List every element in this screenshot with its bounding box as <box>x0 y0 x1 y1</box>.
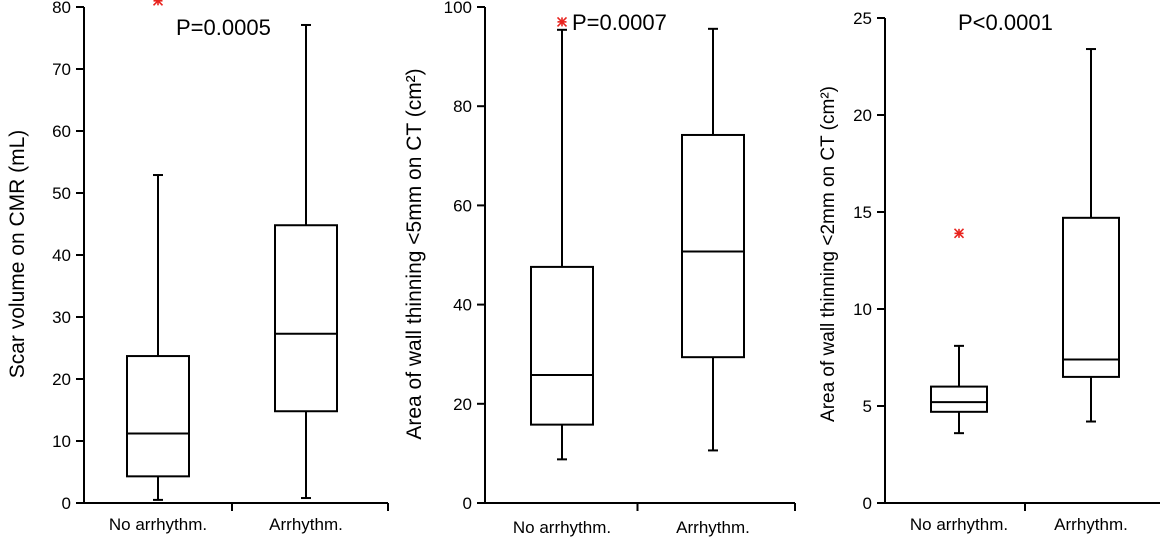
box-iqr <box>930 385 988 413</box>
box-iqr <box>530 265 594 426</box>
y-tick-label: 0 <box>863 494 872 513</box>
y-tick-label: 60 <box>52 122 71 141</box>
y-tick-label: 20 <box>52 370 71 389</box>
y-tick-label: 40 <box>52 246 71 265</box>
y-axis-label: Area of wall thinning <5mm on CT (cm²) <box>403 68 426 439</box>
x-category-label: No arrhythm. <box>513 518 611 537</box>
y-tick-label: 20 <box>453 395 472 414</box>
x-category-label: No arrhythm. <box>910 515 1008 534</box>
y-tick-label: 20 <box>853 106 872 125</box>
y-tick-label: 30 <box>52 308 71 327</box>
y-axis-label: Area of wall thinning <2mm on CT (cm²) <box>818 86 839 422</box>
y-axis-label: Scar volume on CMR (mL) <box>6 130 29 379</box>
x-category-label: Arrhythm. <box>676 518 750 537</box>
y-tick-label: 70 <box>52 60 71 79</box>
x-category-label: Arrhythm. <box>1054 515 1128 534</box>
box-iqr <box>1062 216 1120 378</box>
y-tick-label: 15 <box>853 203 872 222</box>
box-iqr <box>274 224 338 413</box>
box-iqr <box>681 133 745 359</box>
panel-scar-volume: Scar volume on CMR (mL) P=0.0005 0 10 20 30… <box>6 0 389 534</box>
panel-wall-thinning-5mm: Area of wall thinning <5mm on CT (cm²) P… <box>403 0 796 537</box>
y-tick-label: 0 <box>62 494 71 513</box>
box-iqr <box>126 355 190 478</box>
outlier-marker <box>556 16 568 27</box>
y-tick-label: 0 <box>463 494 472 513</box>
y-tick-label: 60 <box>453 196 472 215</box>
panel-wall-thinning-2mm: Area of wall thinning <2mm on CT (cm²) P… <box>818 9 1160 534</box>
outlier-marker <box>953 228 965 239</box>
y-tick-label: 80 <box>453 97 472 116</box>
y-tick-label: 40 <box>453 296 472 315</box>
x-category-label: Arrhythm. <box>269 515 343 534</box>
y-tick-label: 10 <box>52 432 71 451</box>
p-value-annotation: P=0.0005 <box>176 15 271 40</box>
p-value-annotation: P<0.0001 <box>958 10 1053 35</box>
y-tick-label: 10 <box>853 300 872 319</box>
y-tick-label: 100 <box>444 0 472 17</box>
y-tick-label: 80 <box>52 0 71 17</box>
y-tick-label: 25 <box>853 9 872 28</box>
y-tick-label: 50 <box>52 184 71 203</box>
x-category-label: No arrhythm. <box>109 515 207 534</box>
outlier-marker <box>152 0 164 6</box>
p-value-annotation: P=0.0007 <box>572 10 667 35</box>
y-tick-label: 5 <box>863 397 872 416</box>
